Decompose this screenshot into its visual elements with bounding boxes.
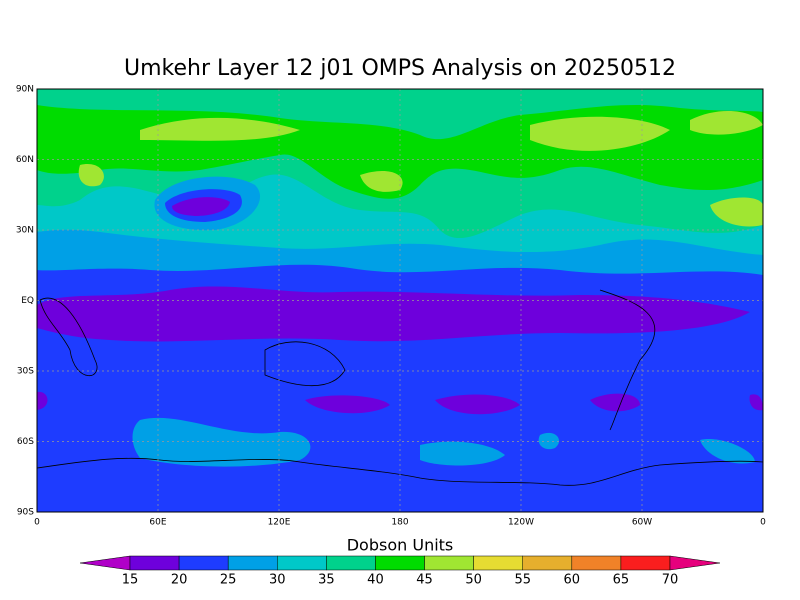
graticule	[37, 89, 763, 512]
colorbar-swatch	[473, 555, 523, 571]
map-frame	[36, 88, 764, 513]
y-tick-label: 90N	[16, 85, 34, 95]
colorbar-arrow	[669, 555, 721, 571]
colorbar-swatch	[424, 555, 474, 571]
patch-45-50	[78, 110, 763, 227]
colorbar-swatch	[227, 555, 278, 571]
x-tick-label: 0	[34, 518, 40, 528]
colorbar-title: Dobson Units	[347, 536, 454, 555]
coastline-antarctica	[37, 457, 763, 486]
band-40-45	[37, 89, 763, 199]
colorbar-swatch	[178, 555, 229, 571]
x-tick-label: 60E	[149, 518, 166, 528]
colorbar-swatch	[326, 555, 376, 571]
y-tick-label: 30S	[17, 367, 34, 377]
colorbar-label: 15	[122, 573, 139, 588]
colorbar-swatch	[375, 555, 425, 571]
x-tick-label: 120W	[508, 518, 534, 528]
colorbar-label: 45	[416, 573, 433, 588]
blobs-25-30	[132, 417, 755, 467]
coastlines	[39, 289, 656, 431]
colorbar-swatch	[571, 555, 622, 571]
map-title: Umkehr Layer 12 j01 OMPS Analysis on 202…	[124, 56, 676, 81]
colorbar-arrow	[79, 555, 131, 571]
colorbar-label: 20	[171, 573, 188, 588]
colorbar-label: 60	[564, 573, 581, 588]
colorbar-swatch	[277, 555, 327, 571]
x-tick-label: 180	[391, 518, 408, 528]
colorbar-label: 55	[514, 573, 531, 588]
colorbar-label: 70	[662, 573, 679, 588]
blob-15-20	[172, 197, 230, 216]
colorbar-label: 25	[220, 573, 237, 588]
colorbar-label: 30	[269, 573, 286, 588]
colorbar-swatch	[620, 555, 671, 571]
blobs-15-20	[37, 391, 763, 415]
x-tick-label: 0	[760, 518, 766, 528]
colorbar-label: 40	[367, 573, 384, 588]
y-tick-label: 90S	[17, 508, 34, 518]
y-tick-label: 30N	[16, 226, 34, 236]
x-tick-label: 60W	[632, 518, 652, 528]
x-tick-label: 120E	[268, 518, 291, 528]
y-tick-label: 60S	[17, 437, 34, 447]
colorbar-label: 50	[465, 573, 482, 588]
colorbar-label: 65	[613, 573, 630, 588]
band-15-20	[37, 286, 750, 342]
y-tick-label: 60N	[16, 155, 34, 165]
colorbar-swatch	[522, 555, 573, 571]
colorbar-label: 35	[318, 573, 335, 588]
y-tick-label: EQ	[21, 296, 34, 306]
colorbar-swatch	[129, 555, 180, 571]
